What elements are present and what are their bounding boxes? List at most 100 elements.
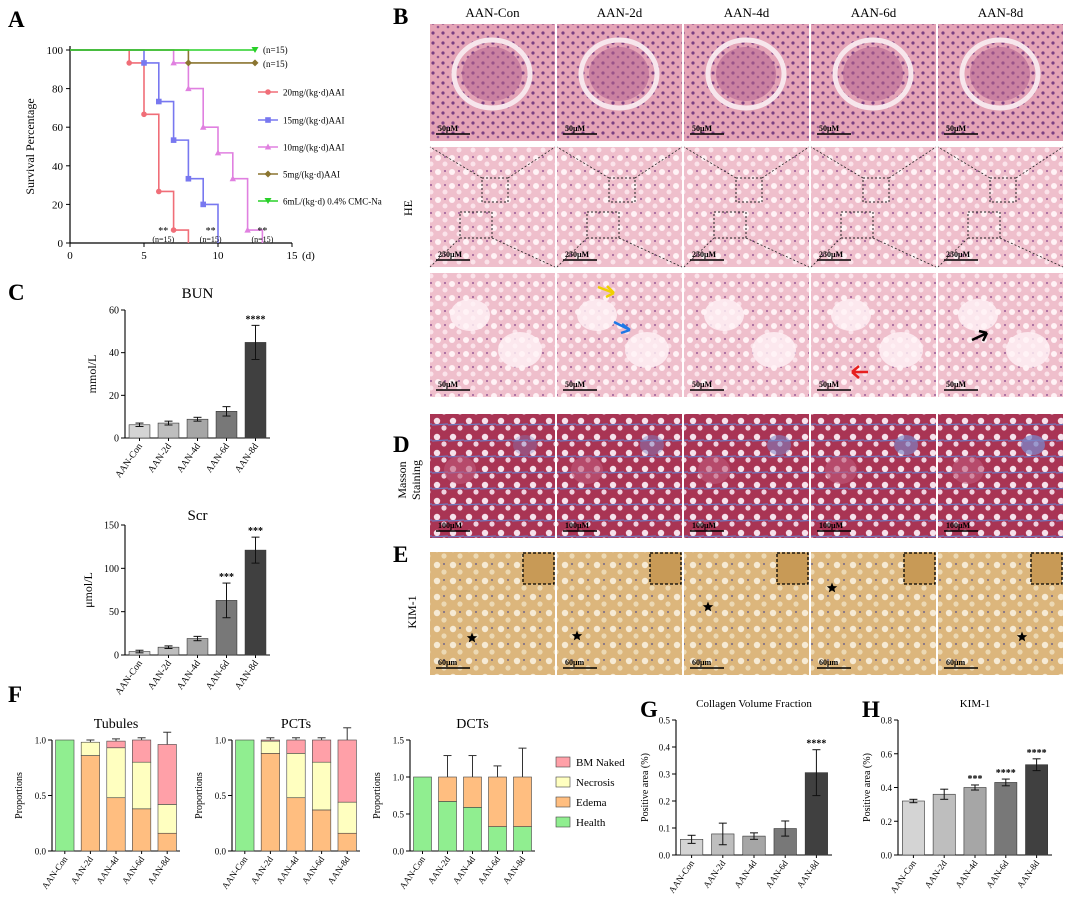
black-arrow-icon: [971, 329, 989, 342]
x-tick-label: AAN-8d: [146, 854, 173, 886]
stacked-bar-segment: [413, 776, 432, 852]
zoom-box: [713, 211, 747, 239]
y-tick-label: 20: [52, 199, 64, 211]
y-axis-label: μmol/L: [81, 572, 95, 608]
stacked-bar-segment: [337, 739, 357, 803]
scale-bar-label: 60μm: [946, 658, 966, 667]
survival-marker: [170, 137, 177, 143]
stacked-bar-segment: [312, 761, 332, 811]
zoom-box: [840, 211, 874, 239]
significance-stars: ****: [246, 314, 266, 325]
zoom-box: [481, 177, 509, 203]
legend-label: Health: [576, 817, 606, 829]
survival-marker: [170, 227, 177, 233]
survival-marker: [170, 59, 177, 66]
y-tick-label: 0.0: [35, 847, 47, 857]
y-tick-label: 1.5: [393, 736, 405, 746]
zoom-box: [586, 211, 620, 239]
y-tick-label: 0.0: [215, 847, 227, 857]
stacked-bar-segment: [132, 808, 152, 852]
y-tick-label: 0.4: [659, 743, 671, 753]
y-tick-label: 0.0: [393, 847, 405, 857]
zoom-box: [967, 211, 1001, 239]
x-tick-label: AAN-2d: [249, 854, 276, 886]
y-tick-label: 0.5: [393, 810, 405, 820]
scale-bar-label: 50μM: [692, 380, 713, 389]
y-tick-label: 0: [114, 651, 119, 662]
zoom-box: [459, 211, 493, 239]
x-tick-label: AAN-Con: [397, 854, 427, 891]
x-tick-label: AAN-8d: [1015, 858, 1042, 890]
y-axis-label: Positive area (%): [640, 753, 651, 822]
scale-bar-label: 100μM: [565, 521, 590, 530]
scale-bar-label: 50μM: [565, 124, 586, 133]
x-tick-label: 10: [213, 250, 225, 262]
x-tick-label: AAN-4d: [732, 858, 759, 890]
zoom-box: [862, 177, 890, 203]
scale-bar-label: 50μM: [438, 124, 459, 133]
sig-n-label: (n=15): [200, 235, 222, 244]
zoom-line: [491, 237, 556, 268]
stacked-bar-segment: [312, 739, 332, 763]
legend-marker: [264, 143, 272, 150]
tissue-structure: [571, 456, 603, 484]
scale-bar-label: 60μm: [819, 658, 839, 667]
zoom-line: [618, 237, 683, 268]
row-label-masson-2: Staining: [409, 460, 423, 500]
legend-swatch: [555, 756, 571, 768]
he-tubule-micrograph: [430, 273, 555, 397]
stacked-bar-segment: [337, 801, 357, 834]
survival-line-1: [70, 49, 190, 243]
x-tick-label: AAN-Con: [220, 854, 250, 891]
y-tick-label: 40: [52, 161, 64, 173]
survival-marker: [141, 111, 147, 118]
legend-label: 6mL/(kg·d) 0.4% CMC-Na: [283, 197, 382, 207]
tissue-structure: [825, 456, 857, 484]
star-icon: [702, 601, 714, 612]
zoom-line: [429, 237, 461, 268]
zoom-box: [735, 177, 763, 203]
x-tick-label: AAN-Con: [114, 659, 145, 697]
panel-h-kim1-chart: 0.0 0.2 0.4 0.6 0.8 AAN-Con AAN-2d AAN-4d *** AAN…: [862, 698, 1052, 895]
scale-bar-label: 60μm: [565, 658, 585, 667]
legend-swatch: [555, 796, 571, 808]
tissue-structure: [1006, 332, 1050, 368]
x-tick-label: AAN-Con: [114, 442, 145, 480]
stacked-bar-segment: [157, 744, 177, 805]
scale-bar-label: 250μM: [692, 250, 717, 259]
x-tick-label: AAN-8d: [234, 442, 261, 475]
bar: [902, 800, 925, 856]
chart-title: Scr: [188, 508, 208, 524]
he-overview-micrograph: [684, 147, 809, 267]
scale-bar-label: 50μM: [946, 124, 967, 133]
scale-bar-label: 100μM: [692, 521, 717, 530]
panel-letter-f: F: [8, 682, 22, 707]
star-icon: [466, 632, 478, 643]
x-tick-label: AAN-2d: [147, 442, 174, 475]
legend-label: BM Naked: [576, 757, 625, 769]
scale-bar-label: 50μM: [819, 124, 840, 133]
x-tick-label: AAN-2d: [701, 858, 728, 890]
y-tick-label: 20: [109, 391, 119, 402]
significance-stars: ***: [968, 774, 983, 785]
bar: [994, 782, 1018, 856]
legend-label: 10mg/(kg·d)AAI: [283, 143, 345, 153]
zoom-line: [937, 237, 969, 268]
tissue-structure: [879, 332, 923, 368]
he-overview-micrograph: [938, 147, 1063, 267]
legend-label: Edema: [576, 797, 607, 809]
y-tick-label: 100: [47, 45, 64, 57]
scale-bar-label: 60μm: [438, 658, 458, 667]
zoom-line: [810, 237, 842, 268]
survival-marker: [156, 98, 162, 105]
scale-bar-label: 50μM: [946, 380, 967, 389]
tissue-structure: [831, 299, 871, 331]
stacked-bar-segment: [235, 739, 255, 852]
zoom-line: [888, 146, 937, 179]
x-tick-label: AAN-6d: [205, 442, 232, 475]
column-title-aan-4d: AAN-4d: [724, 5, 770, 20]
bar: [963, 787, 987, 856]
survival-marker: [184, 59, 192, 67]
y-tick-label: 1.0: [393, 773, 405, 783]
